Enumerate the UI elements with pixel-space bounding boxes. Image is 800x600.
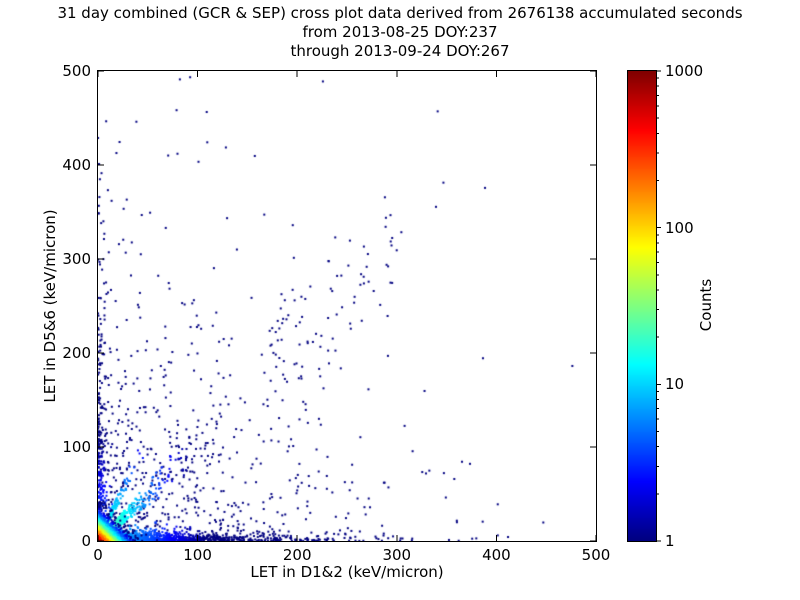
colorbar bbox=[627, 70, 657, 542]
colorbar-tick-label: 1 bbox=[665, 532, 675, 550]
plot-area bbox=[97, 70, 597, 542]
colorbar-tick-label: 1000 bbox=[665, 62, 704, 80]
y-axis-label: LET in D5&6 (keV/micron) bbox=[41, 209, 59, 403]
colorbar-gradient bbox=[628, 71, 656, 541]
colorbar-title: Counts bbox=[697, 278, 715, 332]
x-tick-label: 200 bbox=[282, 546, 312, 564]
colorbar-tick-label: 10 bbox=[665, 375, 685, 394]
y-tick-label: 100 bbox=[62, 438, 91, 456]
chart-title: 31 day combined (GCR & SEP) cross plot d… bbox=[0, 4, 800, 61]
x-tick-label: 400 bbox=[482, 546, 511, 564]
x-tick-label: 300 bbox=[382, 546, 412, 564]
y-tick-label: 0 bbox=[81, 532, 91, 550]
title-line-1: 31 day combined (GCR & SEP) cross plot d… bbox=[57, 4, 743, 22]
x-tick-label: 100 bbox=[183, 546, 212, 564]
y-tick-label: 200 bbox=[62, 344, 91, 362]
colorbar-tick-label: 100 bbox=[665, 218, 694, 237]
y-tick-label: 400 bbox=[62, 156, 91, 174]
y-tick-label: 300 bbox=[62, 250, 91, 268]
y-tick-label: 500 bbox=[62, 62, 91, 80]
x-tick-label: 500 bbox=[581, 546, 611, 564]
title-line-3: through 2013-09-24 DOY:267 bbox=[290, 42, 510, 60]
x-tick-label: 0 bbox=[93, 546, 103, 564]
x-axis-label: LET in D1&2 (keV/micron) bbox=[250, 563, 444, 581]
scatter-canvas bbox=[98, 71, 596, 541]
title-line-2: from 2013-08-25 DOY:237 bbox=[302, 23, 498, 41]
